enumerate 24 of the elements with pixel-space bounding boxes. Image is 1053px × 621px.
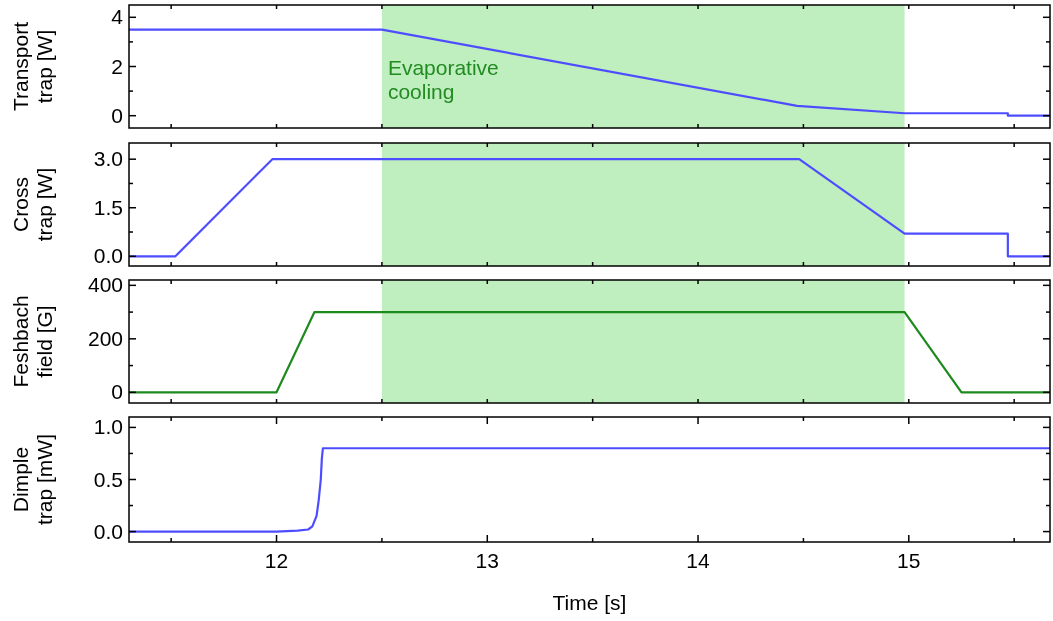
y-tick-label: 1.5 <box>93 195 123 219</box>
y-tick-label: 2 <box>111 54 123 78</box>
y-tick-label: 200 <box>87 326 123 350</box>
band-label: Evaporative cooling <box>387 56 499 103</box>
line-series <box>129 447 1050 533</box>
y-tick-label: 0.0 <box>93 244 123 268</box>
y-tick-label: 4 <box>111 5 124 29</box>
line-series <box>129 28 1050 117</box>
y-tick-label: 3.0 <box>93 147 123 171</box>
y-axis-title: Transport trap [W] <box>9 21 56 112</box>
x-tick-label: 14 <box>686 549 711 572</box>
y-tick-label: 1.0 <box>93 415 123 439</box>
y-tick-label: 0 <box>111 103 123 127</box>
y-axis-title: Cross trap [W] <box>9 167 56 242</box>
y-axis-title: Dimple trap [mW] <box>9 433 56 526</box>
x-tick-label: 12 <box>264 549 289 572</box>
x-axis-title: Time [s] <box>552 591 627 614</box>
y-tick-label: 0.5 <box>93 467 123 491</box>
x-tick-label: 15 <box>897 549 921 572</box>
y-tick-label: 0 <box>111 380 123 404</box>
y-tick-label: 400 <box>87 273 123 297</box>
x-tick-label: 13 <box>475 549 499 572</box>
y-tick-label: 0.0 <box>93 519 123 543</box>
y-axis-title: Feshbach field [G] <box>9 295 56 388</box>
